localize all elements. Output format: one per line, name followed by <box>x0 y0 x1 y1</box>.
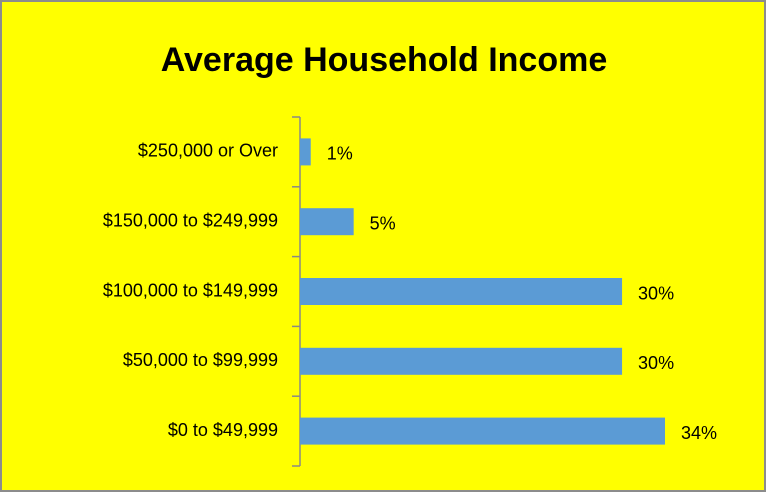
chart-title: Average Household Income <box>161 41 608 79</box>
category-label: $150,000 to $249,999 <box>103 210 278 230</box>
bar <box>300 278 623 305</box>
data-label: 5% <box>370 213 396 233</box>
bar <box>300 417 665 445</box>
data-label: 34% <box>681 423 717 443</box>
data-label: 1% <box>327 144 353 164</box>
category-label: $100,000 to $149,999 <box>103 280 278 300</box>
category-label: $0 to $49,999 <box>168 420 278 440</box>
category-label: $250,000 or Over <box>138 141 278 161</box>
bar <box>300 347 623 375</box>
category-label: $50,000 to $99,999 <box>123 350 278 370</box>
data-label: 30% <box>638 353 674 373</box>
data-label: 30% <box>638 283 674 303</box>
bar <box>300 208 354 236</box>
bar <box>300 138 311 166</box>
